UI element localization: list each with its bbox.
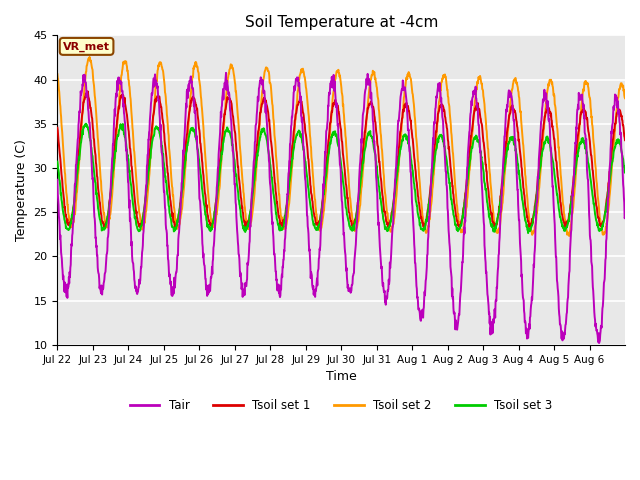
X-axis label: Time: Time	[326, 370, 356, 383]
Y-axis label: Temperature (C): Temperature (C)	[15, 139, 28, 241]
Title: Soil Temperature at -4cm: Soil Temperature at -4cm	[244, 15, 438, 30]
Legend: Tair, Tsoil set 1, Tsoil set 2, Tsoil set 3: Tair, Tsoil set 1, Tsoil set 2, Tsoil se…	[125, 394, 557, 416]
Text: VR_met: VR_met	[63, 41, 110, 51]
